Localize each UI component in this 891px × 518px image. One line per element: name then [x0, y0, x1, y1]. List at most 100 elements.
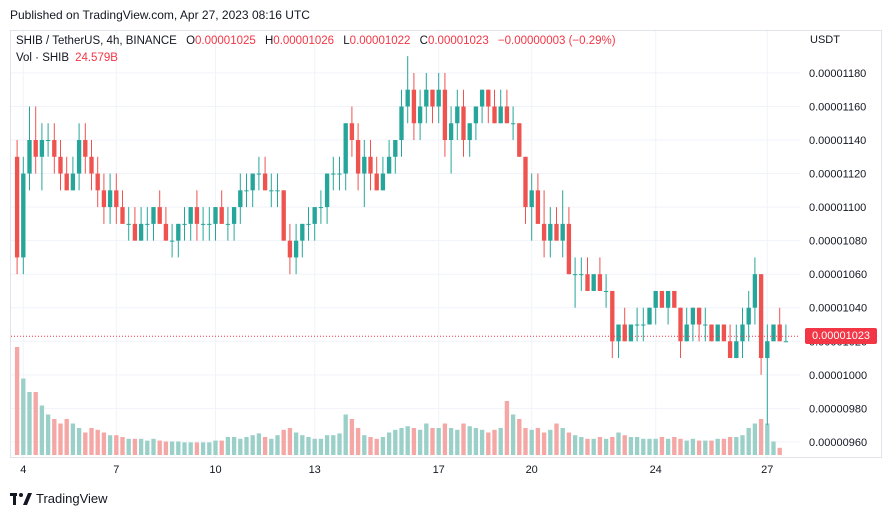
candle-body [176, 223, 181, 241]
candle-body [771, 324, 776, 342]
volume-bar [579, 437, 584, 455]
candle-body [76, 140, 82, 174]
candle-body [114, 190, 119, 208]
candle-body [436, 89, 441, 107]
volume-bar [734, 437, 739, 455]
candle-body [169, 240, 175, 242]
candle-body [492, 106, 497, 124]
candle-body [758, 274, 764, 359]
candle-body [535, 190, 541, 224]
candle-body [386, 156, 392, 174]
volume-bar [672, 437, 677, 455]
close-value: 0.00001023 [427, 35, 489, 47]
candle-body [709, 324, 714, 342]
candle-body [300, 223, 305, 241]
candle-body [256, 173, 262, 175]
volume-bar [151, 438, 156, 455]
volume-bar [33, 392, 38, 455]
candle-body [194, 207, 200, 224]
x-tick-label: 17 [433, 464, 445, 476]
volume-bar [386, 432, 392, 455]
candle-body [138, 223, 144, 241]
volume-bar [70, 423, 76, 455]
volume-bar [337, 433, 342, 455]
volume-bar [157, 440, 162, 455]
x-tick-label: 24 [650, 464, 662, 476]
y-tick-label: 0.00001080 [809, 236, 867, 248]
candle-body [616, 324, 621, 342]
candle-body [659, 290, 665, 308]
candle-body [151, 207, 156, 224]
chart-frame[interactable] [10, 30, 882, 458]
y-tick-label: 0.00001100 [809, 202, 866, 214]
volume-bar [424, 423, 429, 455]
candle-body [455, 106, 460, 124]
volume-bar [64, 419, 69, 455]
candle-body [684, 324, 689, 342]
candle-body [783, 341, 789, 343]
candle-body [225, 223, 231, 225]
candle-body [89, 156, 94, 174]
volume-bar [665, 438, 671, 455]
candle-body [517, 123, 522, 157]
volume-bar [616, 432, 621, 455]
volume-bar [374, 438, 379, 455]
volume-bar [132, 438, 138, 455]
candle-body [380, 173, 386, 191]
volume-bar [281, 429, 286, 455]
candle-body [529, 190, 534, 208]
candle-body [45, 140, 51, 142]
volume-bar [58, 423, 63, 455]
candle-body [120, 207, 125, 224]
volume-bar [510, 414, 516, 455]
candle-body [647, 307, 652, 325]
volume-value: 24.579B [75, 52, 118, 64]
volume-bar [591, 438, 596, 455]
candle-body [510, 123, 516, 125]
volume-bar [628, 437, 634, 455]
volume-bar [269, 438, 274, 455]
candle-body [33, 140, 38, 157]
candle-body [145, 223, 150, 225]
brand-footer[interactable]: TradingView [10, 491, 108, 506]
volume-bar [622, 435, 627, 455]
volume-bar [238, 438, 243, 455]
volume-bar [610, 437, 615, 455]
candle-body [83, 140, 88, 157]
volume-bar [715, 438, 720, 455]
volume-bar [52, 419, 57, 455]
candle-body [213, 207, 218, 224]
volume-bar [95, 429, 100, 455]
volume-bar [442, 423, 448, 455]
candle-body [523, 156, 528, 208]
volume-bar [21, 378, 26, 455]
volume-bar [318, 438, 324, 455]
volume-bar [777, 447, 782, 455]
candle-body [430, 89, 435, 107]
candle-body [52, 140, 57, 157]
candle-body [349, 123, 355, 141]
candle-body [721, 324, 727, 342]
volume-bar [225, 437, 231, 455]
open-label: O [186, 35, 196, 47]
candle-body [448, 123, 454, 141]
volume-bar [250, 435, 255, 455]
candle-body [374, 173, 379, 191]
candle-body [306, 223, 311, 225]
candle-body [541, 223, 547, 241]
volume-bar [740, 435, 745, 455]
volume-bar [659, 437, 665, 455]
volume-bar [39, 405, 45, 455]
volume-bar [758, 419, 764, 455]
volume-bar [541, 432, 547, 455]
candle-body [200, 223, 206, 225]
y-tick-label: 0.00001000 [809, 370, 867, 382]
volume-bar [430, 428, 435, 455]
volume-bar [504, 401, 510, 455]
candle-body [417, 106, 423, 124]
volume-bar [324, 435, 330, 455]
volume-bar [405, 426, 410, 455]
candle-body [740, 324, 745, 342]
y-tick-label: 0.00001180 [809, 68, 866, 80]
